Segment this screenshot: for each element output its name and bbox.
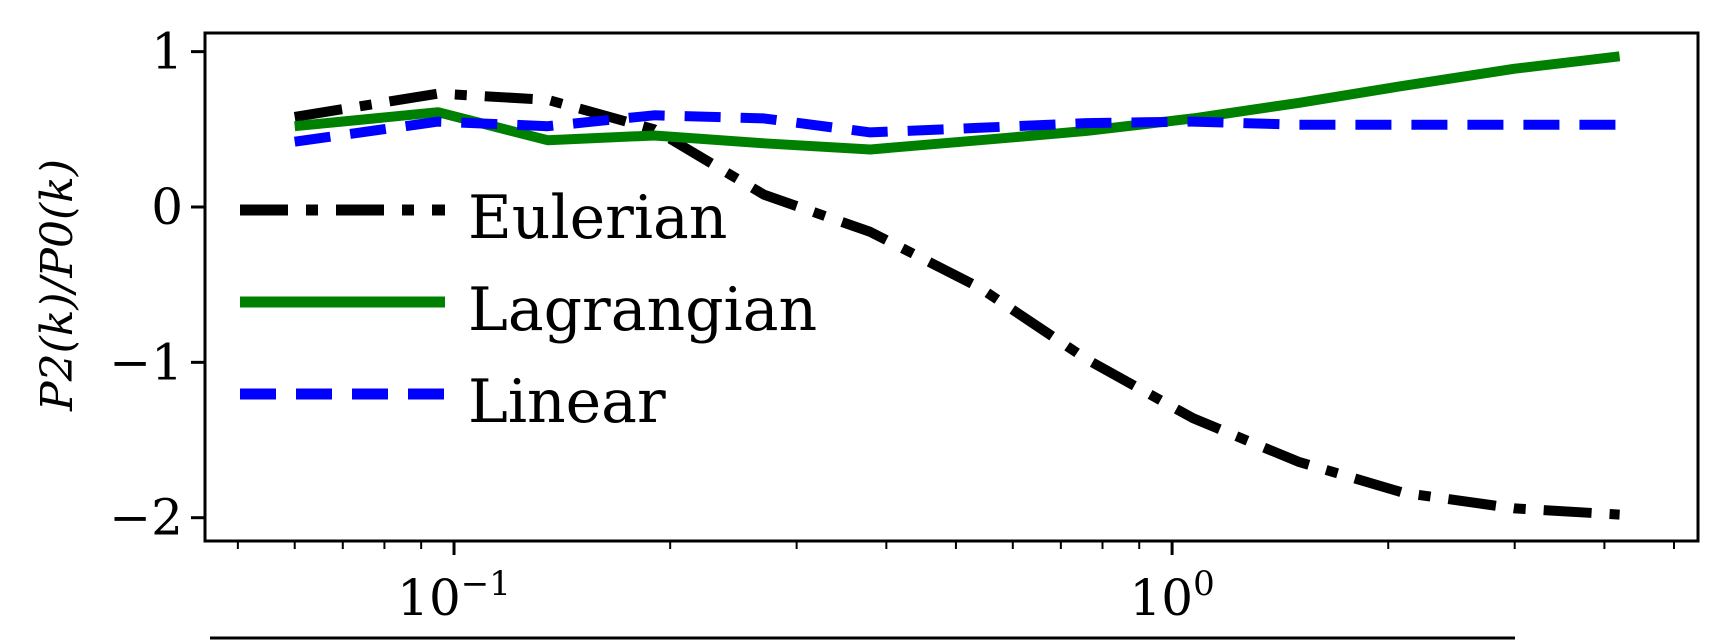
plot-lines — [293, 51, 1621, 520]
ticks: 10−1−210−1 100 — [109, 23, 1675, 627]
legend: Eulerian Lagrangian Linear — [240, 183, 817, 437]
y-tick-label: −2 — [109, 489, 183, 547]
series-line-linear — [294, 110, 1620, 147]
legend-label-lagrangian: Lagrangian — [468, 275, 817, 345]
legend-label-linear: Linear — [468, 367, 666, 437]
plot-frame — [203, 31, 1700, 543]
x-tick-label: 10−1 — [397, 564, 511, 627]
x-tick-label: 100 — [1129, 564, 1214, 627]
series-line-lagrangian — [294, 51, 1621, 155]
legend-label-eulerian: Eulerian — [468, 183, 727, 253]
y-tick-label: 0 — [151, 178, 183, 236]
y-tick-label: 1 — [151, 23, 183, 81]
y-tick-label: −1 — [109, 333, 183, 391]
y-axis-label: P2(k)/P0(k) — [32, 159, 83, 412]
